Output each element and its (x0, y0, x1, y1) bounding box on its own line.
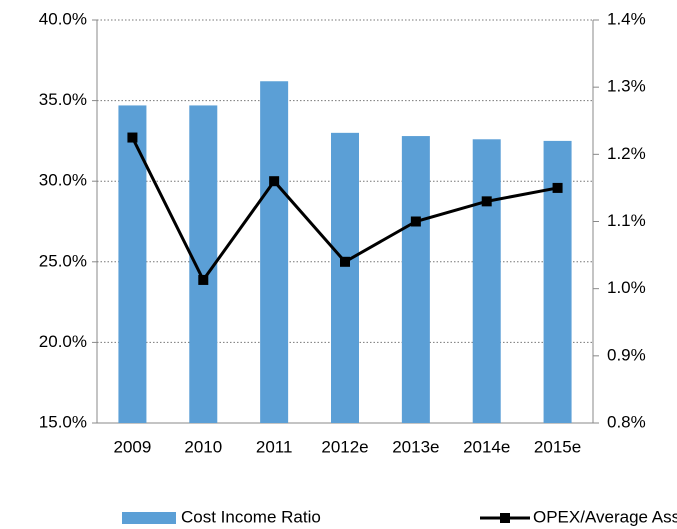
legend-label: OPEX/Average Assets (533, 507, 677, 526)
y2-tick-label: 0.9% (607, 345, 646, 364)
legend-swatch (122, 512, 176, 524)
bar (331, 132, 359, 423)
y2-tick-label: 0.8% (607, 412, 646, 431)
x-tick-label: 2011 (256, 437, 293, 456)
bar (118, 105, 147, 423)
y-tick-label: 40.0% (39, 9, 87, 28)
bar (260, 81, 289, 424)
legend-marker (500, 513, 510, 523)
y2-tick-label: 1.1% (607, 211, 646, 230)
marker (410, 216, 421, 227)
marker (127, 132, 138, 143)
y-tick-label: 30.0% (39, 171, 87, 190)
bar (401, 136, 430, 423)
y-tick-label: 35.0% (39, 90, 87, 109)
marker (552, 182, 563, 193)
x-tick-label: 2009 (114, 437, 152, 456)
legend-label: Cost Income Ratio (181, 507, 321, 526)
y2-tick-label: 1.4% (607, 9, 646, 28)
marker (340, 256, 350, 267)
x-tick-label: 2014e (463, 437, 510, 456)
x-tick-label: 2012e (321, 437, 368, 456)
y-tick-label: 20.0% (39, 332, 87, 351)
marker (481, 196, 492, 207)
marker (198, 274, 209, 285)
marker (269, 176, 280, 187)
y-tick-label: 25.0% (39, 251, 87, 270)
y2-tick-label: 1.2% (607, 144, 646, 163)
y-tick-label: 15.0% (39, 412, 87, 431)
x-tick-label: 2015e (534, 437, 581, 456)
x-tick-label: 2013e (392, 437, 439, 456)
y2-tick-label: 1.0% (607, 278, 646, 297)
x-tick-label: 2010 (184, 437, 222, 456)
y2-tick-label: 1.3% (607, 77, 646, 96)
bar (472, 139, 501, 423)
